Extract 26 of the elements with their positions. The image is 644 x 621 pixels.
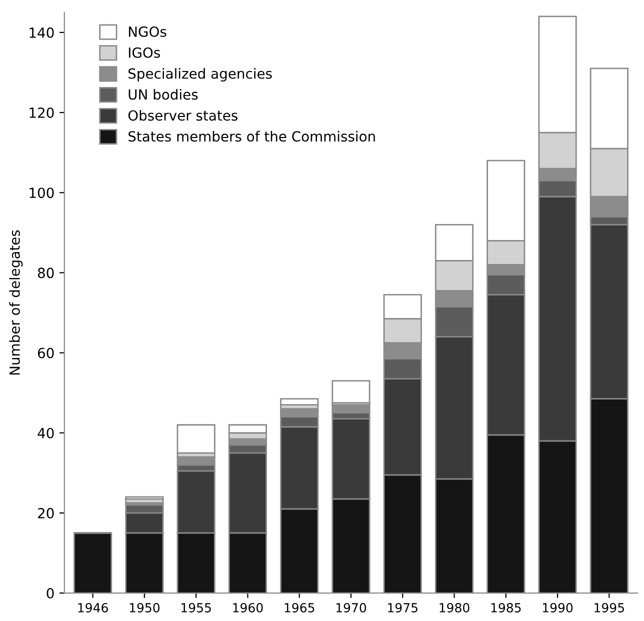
x-tick-label: 1985 [491, 603, 521, 612]
legend-label: Specialized agencies [128, 68, 272, 82]
x-tick-label: 1970 [336, 603, 366, 612]
legend-label: Observer states [128, 110, 238, 121]
legend-label: UN bodies [128, 89, 198, 100]
x-tick-label: 1946 [78, 603, 108, 612]
legend-label: NGOs [128, 26, 166, 37]
y-axis-title: Number of delegates [9, 230, 23, 375]
x-tick-label: 1955 [182, 603, 211, 612]
y-tick-label: 60 [38, 348, 54, 358]
legend-label: IGOs [128, 47, 160, 58]
y-tick-label: 140 [30, 27, 54, 38]
x-tick-label: 1975 [388, 603, 418, 612]
x-tick-label: 1960 [233, 603, 263, 612]
y-tick-label: 0 [46, 588, 54, 599]
x-tick-label: 1995 [594, 603, 624, 612]
x-tick-label: 1980 [440, 603, 470, 612]
y-tick-label: 80 [38, 268, 54, 278]
x-tick-label: 1965 [284, 603, 314, 612]
y-tick-label: 20 [38, 508, 54, 518]
y-tick-label: 100 [30, 188, 54, 198]
x-tick-label: 1950 [130, 603, 160, 612]
y-tick-label: 40 [38, 428, 54, 438]
legend-label: States members of the Commission [128, 130, 375, 142]
y-tick-label: 120 [30, 108, 54, 118]
x-tick-label: 1990 [542, 603, 573, 612]
